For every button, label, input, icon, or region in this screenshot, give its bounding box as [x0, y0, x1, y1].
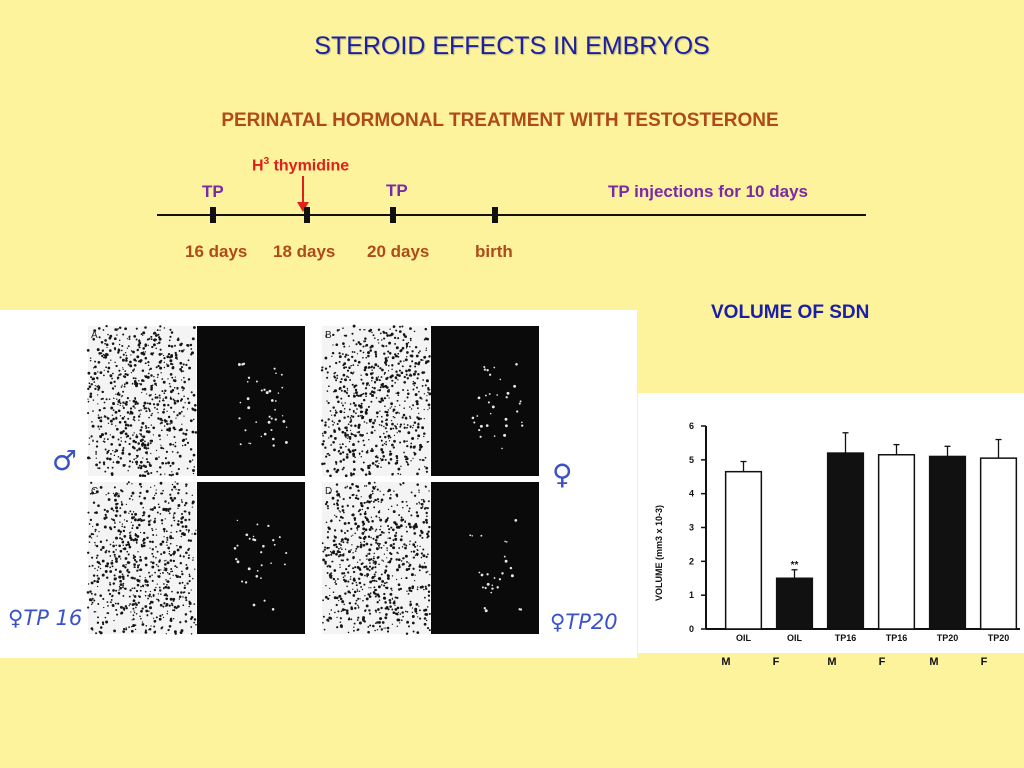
h3-arrow-icon	[297, 176, 309, 212]
timeline-tick-20	[390, 207, 396, 223]
y-tick-label: 0	[689, 624, 694, 634]
bar	[724, 470, 763, 630]
y-tick-label: 1	[689, 590, 694, 600]
category-label: TP16	[835, 633, 857, 643]
sex-label-3: M	[827, 656, 837, 668]
micrograph-texture	[86, 324, 524, 635]
timeline-tick-16	[210, 207, 216, 223]
micrograph-image: A B C D	[86, 324, 539, 635]
timeline-tick-birth	[492, 207, 498, 223]
panel-letter-d: D	[325, 486, 332, 497]
y-tick-label: 4	[689, 489, 694, 499]
micrograph-c-darkfield	[197, 482, 305, 634]
y-axis-label: VOLUME (mm3 x 10-3)	[654, 505, 664, 601]
category-label: TP20	[988, 633, 1010, 643]
y-tick-label: 2	[689, 556, 694, 566]
sex-label-4: F	[878, 656, 886, 668]
sex-label-2: F	[772, 656, 780, 668]
category-label: OIL	[787, 633, 803, 643]
timeline-label-16-days: 16 days	[185, 242, 248, 261]
category-label: TP16	[886, 633, 908, 643]
tp-label-2: TP	[386, 181, 408, 200]
female-tp16-annotation: ♀TP 16	[8, 606, 83, 630]
micrograph-b-darkfield	[431, 326, 539, 476]
sdn-volume-chart: 0 1 2 3 4 5 6 ** OIL OIL TP16 TP16 TP20 TP20 VOLUME…	[638, 393, 1024, 653]
tp-label-1: TP	[202, 182, 224, 201]
bar	[928, 455, 967, 630]
y-tick-label: 5	[689, 455, 694, 465]
timeline-axis	[157, 214, 866, 216]
h3-sup: 3	[263, 156, 270, 167]
timeline-tick-18	[304, 207, 310, 223]
panel-letter-b: B	[325, 330, 332, 341]
micrograph-d-brightfield	[322, 482, 430, 634]
category-label: TP20	[937, 633, 959, 643]
micrograph-figure: A B C D ♂ ♀ ♀TP 16 ♀TP20	[0, 310, 637, 658]
y-tick-label: 3	[689, 523, 694, 533]
bar	[775, 577, 814, 630]
sex-label-5: M	[929, 656, 939, 668]
micrograph-a-brightfield	[88, 326, 196, 476]
sex-label-6: F	[980, 656, 988, 668]
female-symbol: ♀	[552, 458, 573, 491]
category-label: OIL	[736, 633, 752, 643]
panel-letter-c: C	[91, 486, 98, 497]
h3-base: H	[252, 157, 264, 175]
chart-heading: VOLUME OF SDN	[711, 302, 870, 323]
bar	[877, 454, 916, 630]
sex-label-1: M	[721, 656, 731, 668]
slide-subtitle: PERINATAL HORMONAL TREATMENT WITH TESTOS…	[221, 110, 779, 131]
male-symbol: ♂	[52, 444, 78, 477]
bar	[979, 457, 1018, 630]
female-tp20-annotation: ♀TP20	[550, 610, 618, 634]
timeline-label-20-days: 20 days	[367, 242, 430, 261]
tp-injections-label: TP injections for 10 days	[608, 182, 808, 201]
timeline-label-birth: birth	[475, 242, 513, 261]
significance-marker: **	[791, 560, 799, 571]
h3-thymidine-label: H3 thymidine	[252, 156, 349, 175]
bar	[826, 452, 865, 630]
h3-rest: thymidine	[269, 157, 350, 175]
micrograph-a-darkfield	[197, 326, 305, 476]
timeline-label-18-days: 18 days	[273, 242, 336, 261]
chart-svg: 0 1 2 3 4 5 6 ** OIL OIL TP16 TP16 TP20 TP20 VOLUME…	[654, 421, 1020, 643]
panel-letter-a: A	[91, 330, 98, 341]
y-tick-label: 6	[689, 421, 694, 431]
slide-title: STEROID EFFECTS IN EMBRYOS	[314, 32, 710, 60]
